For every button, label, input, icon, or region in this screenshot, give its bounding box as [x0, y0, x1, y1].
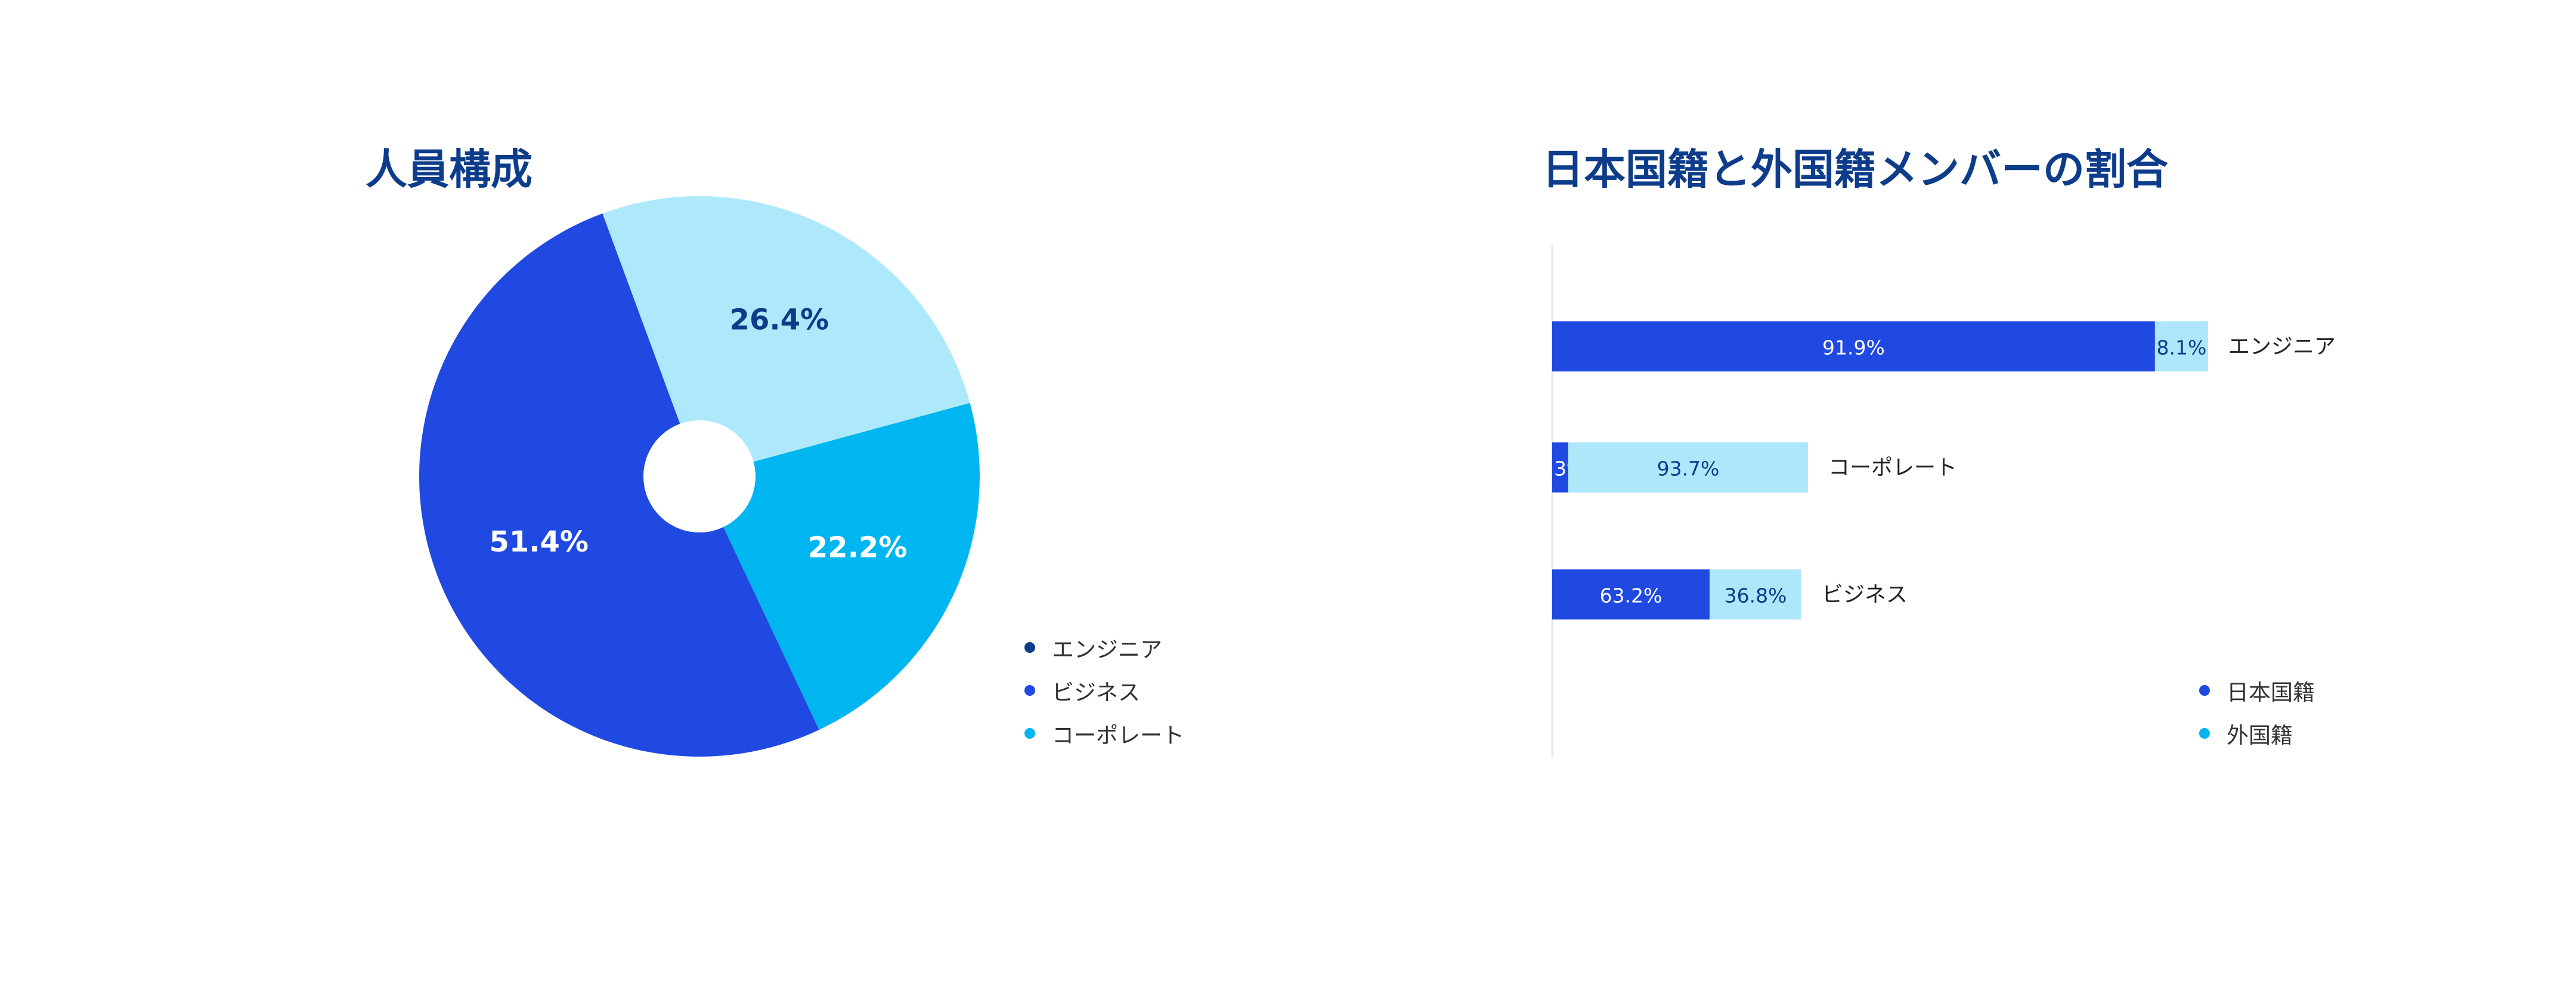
legend-swatch-business: [1024, 685, 1035, 696]
bar-segment-engineer-japanese: [1552, 321, 2155, 371]
legend-swatch-foreign: [2199, 728, 2210, 739]
bar-chart-title: 日本国籍と外国籍メンバーの割合: [1542, 145, 2168, 194]
pie-value-label-corporate: 26.4%: [730, 303, 829, 336]
bar-segment-corporate-japanese: [1552, 569, 1710, 619]
bar-segment-engineer-foreign: [2154, 321, 2208, 371]
legend-item-corporate[interactable]: コーポレート: [1024, 712, 1184, 755]
legend-item-business[interactable]: ビジネス: [1024, 669, 1184, 712]
bar-segment-business-japanese: [1552, 442, 1569, 492]
bar-legend: 日本国籍 外国籍: [2199, 669, 2315, 755]
legend-swatch-corporate: [1024, 728, 1035, 739]
pie-slice-engineer: [723, 402, 980, 730]
legend-swatch-engineer: [1024, 642, 1035, 653]
pie-chart-title: 人員構成: [366, 145, 532, 194]
bar-category-label-business: コーポレート: [1828, 456, 1957, 480]
bar-category-label-engineer: エンジニア: [2228, 334, 2336, 359]
legend-swatch-japanese: [2199, 685, 2210, 696]
legend-label-japanese: 日本国籍: [2227, 680, 2315, 705]
bar-value-label-corporate-japanese: 63.2%: [1600, 584, 1662, 608]
bar-value-label-business-foreign: 93.7%: [1657, 457, 1720, 481]
pie-slice-business: [419, 213, 819, 757]
legend-label-engineer: エンジニア: [1052, 637, 1162, 662]
bar-value-label-engineer-japanese: 91.9%: [1822, 336, 1885, 360]
pie-slice-corporate: [602, 196, 970, 462]
legend-label-corporate: コーポレート: [1052, 723, 1184, 748]
pie-legend: エンジニア ビジネス コーポレート: [1024, 626, 1184, 755]
pie-value-label-business: 51.4%: [489, 525, 589, 559]
bar-segment-corporate-foreign: [1710, 569, 1801, 619]
bar-segment-business-foreign: [1568, 442, 1808, 492]
pie-value-label-engineer: 22.2%: [808, 531, 908, 564]
legend-label-business: ビジネス: [1052, 680, 1140, 705]
legend-item-japanese[interactable]: 日本国籍: [2199, 669, 2315, 712]
legend-item-foreign[interactable]: 外国籍: [2199, 712, 2315, 755]
bar-value-label-corporate-foreign: 36.8%: [1724, 584, 1787, 608]
legend-item-engineer[interactable]: エンジニア: [1024, 626, 1184, 669]
bar-value-label-engineer-foreign: 8.1%: [2157, 336, 2207, 360]
legend-label-foreign: 外国籍: [2227, 723, 2293, 748]
bar-category-label-corporate: ビジネス: [1822, 583, 1908, 607]
